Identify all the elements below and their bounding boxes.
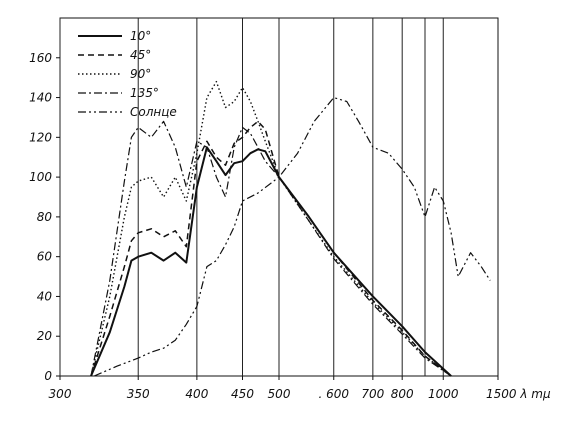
x-tick-label: . 600 xyxy=(318,387,349,401)
series-line-1 xyxy=(90,120,452,377)
y-tick-label: 120 xyxy=(29,130,52,144)
x-axis: 300 350 400 450 500 . 600 700 800 1000 1500 λ mμ xyxy=(49,376,551,401)
legend: 10° 45° 90° 135° Солнце xyxy=(78,29,177,119)
x-tick-label: 400 xyxy=(185,387,208,401)
x-tick-label: 1000 xyxy=(428,387,459,401)
y-tick-label: 100 xyxy=(29,170,52,184)
series-group xyxy=(90,80,491,377)
y-tick-label: 20 xyxy=(37,329,53,343)
y-tick-label: 160 xyxy=(29,51,52,65)
series-line-3 xyxy=(90,120,452,377)
y-tick-label: 0 xyxy=(44,369,52,383)
y-tick-label: 140 xyxy=(29,91,52,105)
legend-label-2: 90° xyxy=(130,67,151,81)
x-tick-label: 700 xyxy=(361,387,384,401)
series-line-2 xyxy=(90,80,452,377)
series-line-0 xyxy=(90,146,452,377)
y-tick-label: 80 xyxy=(37,210,53,224)
x-tick-label: 300 xyxy=(49,387,72,401)
series-line-4 xyxy=(93,97,491,377)
legend-label-0: 10° xyxy=(130,29,151,43)
x-tick-label: 500 xyxy=(268,387,291,401)
reference-lines xyxy=(59,18,444,376)
legend-label-3: 135° xyxy=(130,86,159,100)
y-tick-label: 40 xyxy=(37,289,53,303)
x-tick-label: 450 xyxy=(231,387,254,401)
legend-label-4: Солнце xyxy=(130,105,177,119)
x-tick-label: 800 xyxy=(391,387,414,401)
x-tick-label: 350 xyxy=(127,387,150,401)
legend-label-1: 45° xyxy=(130,48,151,62)
y-axis: 0 20 40 60 80 100 120 140 160 xyxy=(29,51,60,383)
y-tick-label: 60 xyxy=(37,250,53,264)
x-tick-label: 1500 λ mμ xyxy=(486,387,551,401)
